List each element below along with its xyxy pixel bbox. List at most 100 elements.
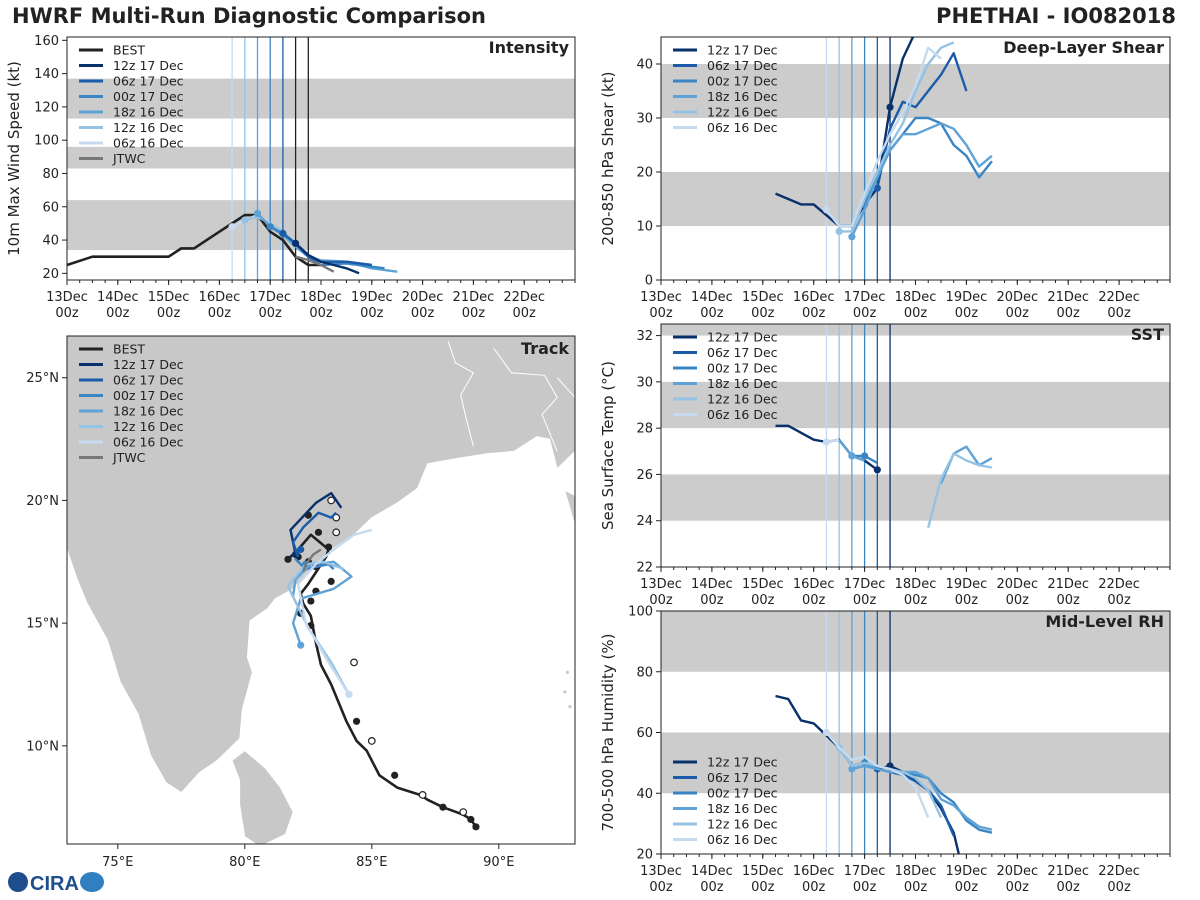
intensity-xtick-label: 00z: [513, 306, 537, 321]
shear-legend-label: 12z 17 Dec: [707, 43, 778, 58]
intensity-series-marker: [253, 209, 262, 218]
intensity-ytick-label: 160: [34, 34, 59, 49]
shear-legend-label: 00z 17 Dec: [707, 74, 778, 89]
track-best-point-open: [367, 737, 376, 745]
intensity-xtick-label: 00z: [462, 306, 486, 321]
sst-xtick-label: 00z: [1107, 593, 1131, 608]
sst-band: [661, 324, 1170, 336]
sst-ytick-label: 26: [636, 468, 653, 483]
shear-xtick-label: 13Dec: [640, 290, 682, 305]
border-bangladesh-east: [493, 348, 558, 452]
cira-logo: CIRA: [8, 872, 104, 895]
shear-xtick-label: 00z: [751, 306, 775, 321]
track-legend-label: 06z 17 Dec: [113, 373, 184, 388]
shear-xtick-label: 00z: [1107, 306, 1131, 321]
intensity-xtick-label: 21Dec: [453, 290, 495, 305]
border-northeast: [556, 353, 575, 399]
shear-series-line: [825, 46, 942, 228]
track-series-marker: [345, 690, 353, 698]
track-legend-label: 18z 16 Dec: [113, 404, 184, 419]
sst-series-marker: [873, 466, 881, 474]
sst-ytick-label: 24: [636, 514, 653, 529]
sst-series-line: [927, 452, 993, 529]
intensity-xtick-label: 00z: [106, 306, 130, 321]
rh-xtick-label: 13Dec: [640, 864, 682, 879]
rh-xtick-label: 20Dec: [996, 864, 1038, 879]
sst-legend-label: 06z 16 Dec: [707, 407, 778, 422]
track-best-point: [327, 577, 335, 586]
track-series-marker: [297, 641, 305, 649]
intensity-legend-label: JTWC: [112, 151, 146, 166]
shear-xtick-label: 00z: [853, 306, 877, 321]
sst-legend-label: 18z 16 Dec: [707, 376, 778, 391]
rh-ylabel: 700-500 hPa Humidity (%): [599, 633, 617, 831]
intensity-xtick-label: 00z: [411, 306, 435, 321]
track-best-point-open: [418, 791, 427, 799]
sst-legend-label: 12z 16 Dec: [707, 392, 778, 407]
sst-series-marker: [822, 438, 831, 446]
shear-series-marker: [873, 184, 881, 192]
intensity-xtick-label: 15Dec: [148, 290, 190, 305]
track-best-point-open: [459, 808, 468, 816]
track-legend-label: 06z 16 Dec: [113, 435, 184, 450]
rh-ytick-label: 60: [636, 726, 653, 741]
shear-xtick-label: 00z: [802, 306, 826, 321]
track-best-point: [284, 555, 292, 563]
intensity-ytick-label: 100: [34, 134, 59, 149]
land-india: [67, 336, 575, 794]
track-best-point-open: [350, 658, 358, 667]
logo-swirl-icon: [80, 872, 104, 892]
sst-xtick-label: 00z: [802, 593, 826, 608]
intensity-xtick-label: 00z: [360, 306, 384, 321]
rh-series-group: [775, 694, 993, 854]
rh-series-line: [851, 764, 993, 831]
shear-ytick-label: 40: [636, 58, 653, 73]
sst-xtick-label: 18Dec: [895, 577, 937, 592]
track-best-point: [352, 717, 361, 725]
shear-series-marker: [835, 227, 843, 235]
track-best-point: [325, 543, 333, 551]
intensity-xtick-label: 00z: [208, 306, 232, 321]
land-andaman-island: [568, 704, 572, 709]
rh-xtick-label: 00z: [955, 880, 979, 895]
rh-ytick-label: 20: [636, 848, 653, 863]
sst-ytick-label: 30: [636, 375, 653, 390]
track-legend-label: BEST: [113, 342, 145, 357]
sst-xtick-label: 15Dec: [742, 577, 784, 592]
shear-series-line: [876, 52, 968, 189]
rh-xtick-label: 00z: [700, 880, 724, 895]
shear-series-line: [839, 41, 955, 233]
shear-xtick-label: 20Dec: [996, 290, 1038, 305]
rh-xtick-label: 00z: [649, 880, 673, 895]
shear-ytick-label: 10: [636, 220, 653, 235]
shear-band: [661, 172, 1170, 226]
rh-band: [661, 611, 1170, 672]
shear-legend-label: 12z 16 Dec: [707, 105, 778, 120]
rh-ytick-label: 40: [636, 787, 653, 802]
sst-xtick-label: 00z: [649, 593, 673, 608]
track-panel-title: Track: [521, 339, 569, 358]
rh-legend-label: 06z 17 Dec: [707, 770, 778, 785]
shear-xtick-label: 00z: [955, 306, 979, 321]
rh-legend-label: 00z 17 Dec: [707, 786, 778, 801]
track-best-point: [467, 815, 475, 824]
sst-ytick-label: 32: [636, 329, 653, 344]
rh-xtick-label: 15Dec: [742, 864, 784, 879]
sst-xtick-label: 22Dec: [1098, 577, 1140, 592]
shear-xtick-label: 19Dec: [946, 290, 988, 305]
intensity-xtick-label: 13Dec: [46, 290, 88, 305]
intensity-series-line: [67, 213, 321, 267]
track-ytick-label: 15°N: [26, 617, 59, 632]
shear-legend-label: 18z 16 Dec: [707, 89, 778, 104]
rh-series-marker: [822, 728, 831, 737]
logo-text: CIRA: [30, 873, 79, 895]
intensity-legend-label: 12z 16 Dec: [113, 120, 184, 135]
intensity-series-marker: [279, 229, 287, 237]
shear-xtick-label: 00z: [700, 306, 724, 321]
shear-xtick-label: 17Dec: [844, 290, 886, 305]
intensity-xtick-label: 00z: [309, 306, 333, 321]
border-bangladesh-west: [447, 340, 475, 447]
track-series-marker: [297, 545, 305, 554]
shear-series-marker: [848, 233, 856, 241]
intensity-legend-label: 00z 17 Dec: [113, 89, 184, 104]
